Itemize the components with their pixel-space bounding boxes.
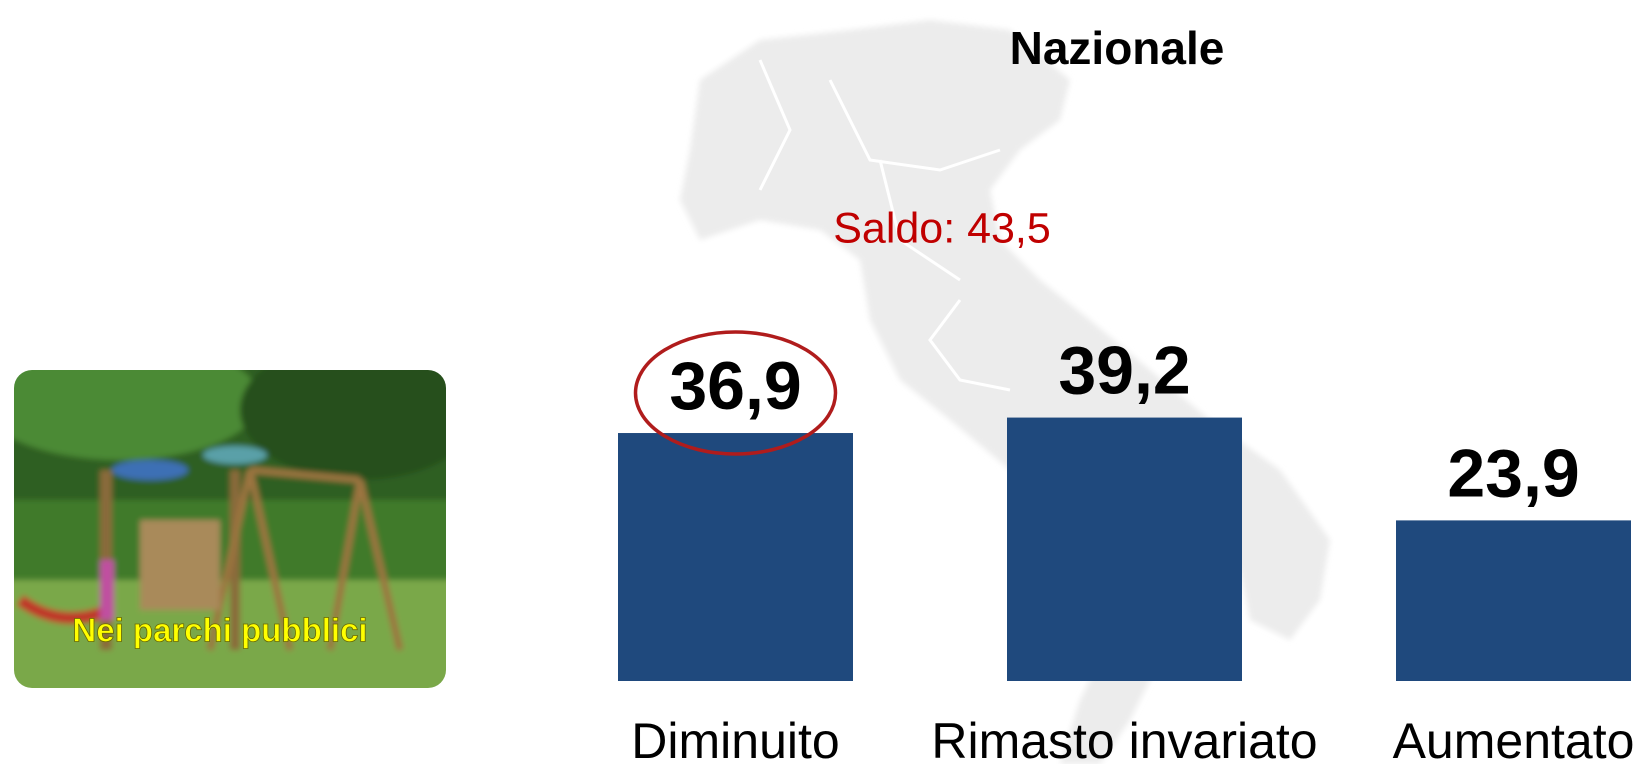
- photo: Nei parchi pubblici: [14, 370, 446, 688]
- bar: [1396, 520, 1631, 681]
- chart-title: Nazionale: [1010, 22, 1225, 74]
- value-label: 36,9: [669, 348, 801, 424]
- x-tick-label: Diminuito: [631, 713, 839, 764]
- bar: [1007, 417, 1242, 681]
- x-tick-label: Aumentato: [1393, 713, 1635, 764]
- x-tick-label: Rimasto invariato: [931, 713, 1317, 764]
- map-borders: [758, 59, 1011, 392]
- value-label: 39,2: [1058, 333, 1190, 409]
- bar: [618, 433, 853, 681]
- photo-caption: Nei parchi pubblici: [72, 612, 367, 649]
- annotation: Saldo: 43,5: [833, 204, 1051, 252]
- highlight-ellipse: [633, 330, 838, 456]
- value-label: 23,9: [1447, 435, 1579, 511]
